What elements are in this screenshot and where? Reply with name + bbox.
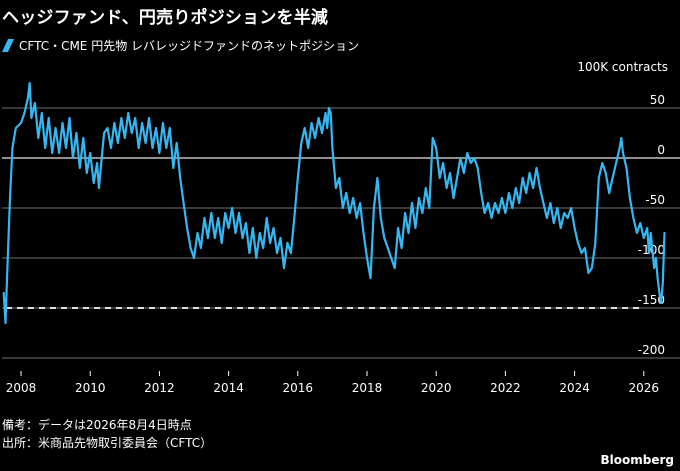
x-tick-label: 2016 <box>283 381 314 395</box>
y-tick-label: -200 <box>638 343 665 357</box>
bloomberg-logo: Bloomberg <box>600 453 675 467</box>
x-tick-label: 2024 <box>559 381 590 395</box>
x-tick-label: 2012 <box>144 381 175 395</box>
y-tick-label: -50 <box>645 193 665 207</box>
x-tick-label: 2026 <box>629 381 660 395</box>
chart-title: ヘッジファンド、円売りポジションを半減 <box>2 8 329 28</box>
x-tick-label: 2008 <box>6 381 37 395</box>
y-tick-label: 0 <box>657 143 665 157</box>
x-tick-label: 2014 <box>213 381 244 395</box>
x-tick-labels: 2008 2010 2012 2014 2016 2018 2020 2022 2024 2026 <box>6 371 659 395</box>
y-tick-label: -150 <box>638 293 665 307</box>
y-tick-label: 50 <box>650 93 665 107</box>
x-tick-label: 2010 <box>75 381 106 395</box>
footnote-source: 出所：米商品先物取引委員会（CFTC） <box>2 436 213 450</box>
x-tick-label: 2020 <box>421 381 452 395</box>
legend-label: CFTC・CME 円先物 レバレッジドファンドのネットポジション <box>19 39 360 53</box>
series-line <box>2 81 666 325</box>
x-tick-label: 2018 <box>352 381 383 395</box>
legend: CFTC・CME 円先物 レバレッジドファンドのネットポジション <box>1 37 360 54</box>
series-group <box>2 81 666 325</box>
unit-label: 100K contracts <box>577 60 668 74</box>
x-tick-label: 2022 <box>490 381 521 395</box>
footnote-date: 備考：データは2026年8月4日時点 <box>2 418 192 432</box>
